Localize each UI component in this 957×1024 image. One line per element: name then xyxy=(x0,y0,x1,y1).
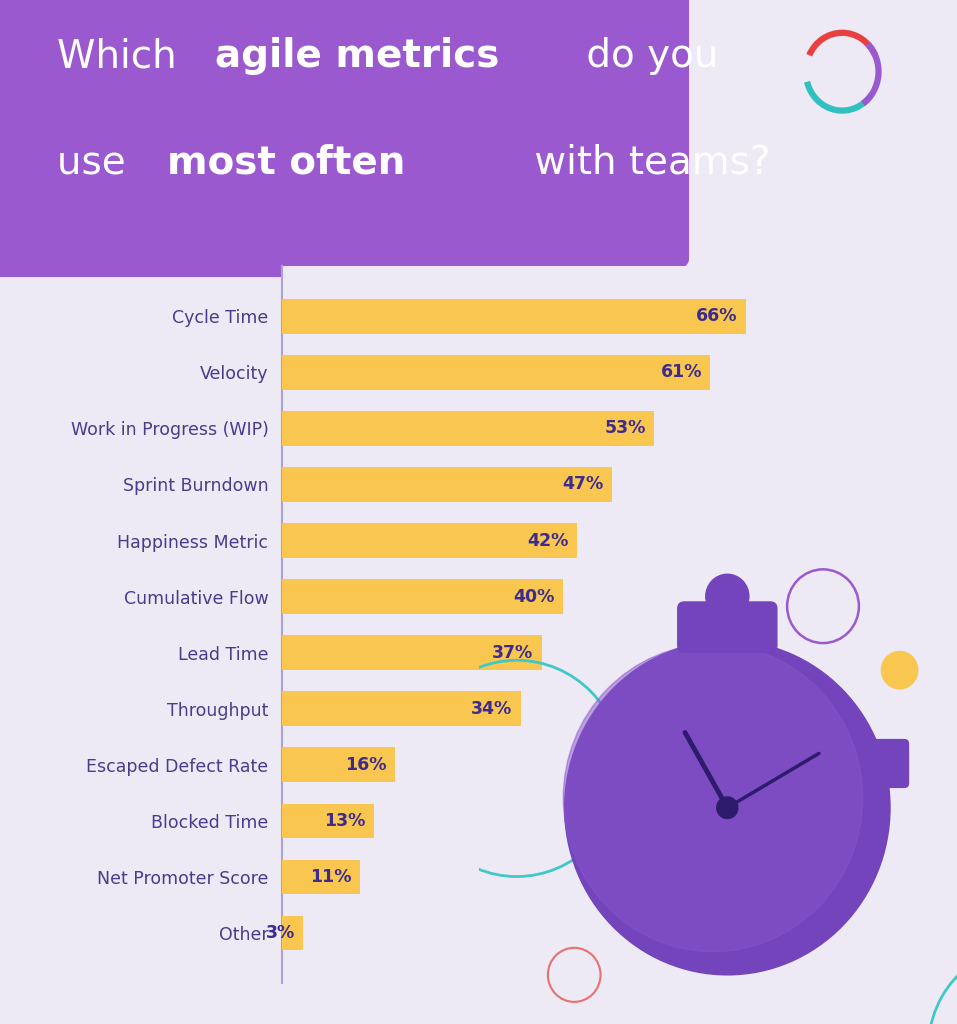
Circle shape xyxy=(564,644,862,951)
FancyBboxPatch shape xyxy=(871,739,909,788)
FancyBboxPatch shape xyxy=(678,601,778,653)
Text: 53%: 53% xyxy=(605,420,646,437)
Text: Which: Which xyxy=(57,37,189,76)
Bar xyxy=(282,804,373,839)
Text: 42%: 42% xyxy=(527,531,568,550)
Text: 13%: 13% xyxy=(323,812,366,829)
Text: 34%: 34% xyxy=(471,699,513,718)
Circle shape xyxy=(717,797,738,818)
Text: 16%: 16% xyxy=(345,756,387,774)
Bar xyxy=(282,635,542,670)
Bar xyxy=(282,467,612,502)
Bar xyxy=(282,411,655,445)
Circle shape xyxy=(565,641,890,975)
Text: do you: do you xyxy=(574,37,719,76)
Circle shape xyxy=(706,574,749,618)
Text: 11%: 11% xyxy=(310,868,351,886)
Bar xyxy=(282,580,563,614)
FancyBboxPatch shape xyxy=(0,0,689,278)
Bar xyxy=(282,859,360,894)
Text: agile metrics: agile metrics xyxy=(215,37,500,76)
Bar xyxy=(282,523,577,558)
Bar xyxy=(282,915,303,950)
Bar xyxy=(282,691,521,726)
Text: with teams?: with teams? xyxy=(522,143,770,181)
Circle shape xyxy=(881,651,918,689)
Text: 61%: 61% xyxy=(660,364,702,381)
Bar xyxy=(282,299,746,334)
Bar xyxy=(282,748,394,782)
Text: 66%: 66% xyxy=(696,307,737,326)
Text: most often: most often xyxy=(167,143,406,181)
Text: use: use xyxy=(57,143,139,181)
Text: 47%: 47% xyxy=(563,475,604,494)
Bar xyxy=(282,355,710,390)
Text: 40%: 40% xyxy=(513,588,555,605)
Text: 3%: 3% xyxy=(266,924,295,942)
Text: 37%: 37% xyxy=(492,644,534,662)
